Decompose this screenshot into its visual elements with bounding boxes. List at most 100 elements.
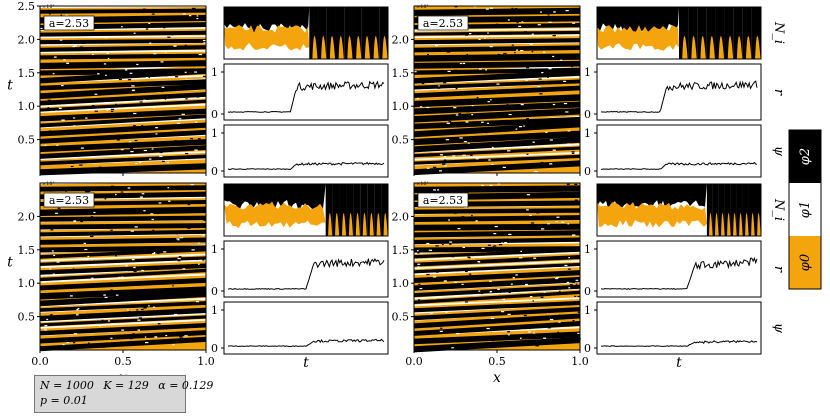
heatmap-noise xyxy=(515,274,518,276)
heatmap-noise xyxy=(151,148,154,150)
heatmap-noise xyxy=(175,233,178,235)
heatmap-noise xyxy=(110,185,115,187)
density-osc-black xyxy=(344,7,354,59)
heatmap-noise xyxy=(163,251,167,253)
heatmap-band-phi1 xyxy=(40,103,206,113)
heatmap-band-phi2 xyxy=(40,129,206,144)
heatmap-noise xyxy=(134,233,136,235)
heatmap-noise xyxy=(69,295,73,297)
heatmap-band-phi2 xyxy=(40,139,206,153)
heatmap-noise xyxy=(486,327,490,330)
heatmap-noise xyxy=(115,255,117,257)
heatmap-band-phi2 xyxy=(40,114,206,128)
density-osc-orange xyxy=(745,36,752,59)
heatmap-noise xyxy=(555,277,559,280)
heatmap-noise xyxy=(52,273,56,275)
heatmap-noise xyxy=(447,70,451,72)
density-osc-orange xyxy=(321,36,327,59)
heatmap-band-phi2 xyxy=(40,277,206,291)
heatmap-noise xyxy=(40,27,43,29)
heatmap-noise xyxy=(513,19,517,21)
heatmap-noise xyxy=(467,142,470,144)
heatmap-noise xyxy=(56,56,61,58)
heatmap-band-phi2 xyxy=(40,185,206,192)
heatmap-noise xyxy=(60,14,63,16)
heatmap-noise xyxy=(178,311,182,313)
heatmap-noise xyxy=(97,73,100,75)
heatmap-noise xyxy=(50,110,54,113)
heatmap-noise xyxy=(488,159,491,161)
heatmap-noise xyxy=(103,63,107,65)
heatmap-noise xyxy=(159,151,163,154)
heatmap-noise xyxy=(466,111,470,113)
heatmap-noise xyxy=(481,184,484,187)
heatmap-noise xyxy=(525,187,528,189)
heatmap-noise xyxy=(549,139,553,141)
side-t-axis-label: t xyxy=(303,355,309,371)
density-osc-orange xyxy=(733,213,737,236)
param-k: K = 129 xyxy=(103,379,149,392)
heatmap-noise xyxy=(148,158,152,160)
heatmap-band-phi2 xyxy=(40,53,206,60)
heatmap-noise xyxy=(447,100,451,102)
heatmap-noise xyxy=(133,266,136,269)
heatmap-noise xyxy=(577,331,580,333)
y-tick-label: 2.0 xyxy=(18,33,36,46)
heatmap-noise xyxy=(196,96,200,98)
heatmap-noise xyxy=(444,165,447,167)
density-label: N_i xyxy=(771,21,786,44)
r-frame-bottom-right xyxy=(596,240,762,298)
heatmap-noise xyxy=(485,337,487,339)
heatmap-noise xyxy=(568,287,571,289)
heatmap-noise xyxy=(143,314,147,316)
heatmap-noise xyxy=(115,194,117,196)
heatmap-noise xyxy=(475,158,479,160)
density-frame-bottom-left xyxy=(223,183,389,237)
heatmap-noise xyxy=(167,187,170,189)
heatmap-noise xyxy=(491,163,494,166)
heatmap-noise xyxy=(42,142,46,144)
heatmap-noise xyxy=(123,273,126,276)
density-osc-black xyxy=(360,184,368,236)
heatmap-noise xyxy=(118,276,121,279)
heatmap-noise xyxy=(110,110,114,112)
psi-frame-bottom-left xyxy=(223,301,389,355)
heatmap-noise xyxy=(459,137,463,139)
heatmap-noise xyxy=(139,101,143,103)
heatmap-noise xyxy=(435,245,439,247)
heatmap-noise xyxy=(577,295,580,298)
heatmap-noise xyxy=(507,19,510,21)
heatmap-noise xyxy=(529,214,532,217)
heatmap-noise xyxy=(560,59,563,61)
heatmap-band-phi2 xyxy=(40,256,206,266)
heatmap-band-phi2 xyxy=(40,154,206,166)
heatmap-noise xyxy=(90,286,94,288)
heatmap-noise xyxy=(549,318,554,321)
heatmap-noise xyxy=(167,132,170,134)
heatmap-noise xyxy=(419,106,423,108)
heatmap-noise xyxy=(466,83,470,85)
heatmap-noise xyxy=(539,93,543,95)
heatmap-noise xyxy=(143,31,147,34)
heatmap-noise xyxy=(115,55,118,57)
heatmap-noise xyxy=(85,117,88,119)
density-osc-orange xyxy=(362,213,367,236)
heatmap-noise xyxy=(52,73,55,75)
x-tick-label: 1.0 xyxy=(197,355,215,368)
heatmap-noise xyxy=(476,96,479,99)
heatmap-noise xyxy=(129,72,133,74)
heatmap-noise xyxy=(155,133,158,135)
density-osc-black xyxy=(736,184,743,236)
annotation-text-bottom-left: a=2.53 xyxy=(49,194,89,207)
heatmap-noise xyxy=(183,25,187,27)
heatmap-noise xyxy=(179,237,184,239)
heatmap-noise xyxy=(158,96,161,98)
heatmap-noise xyxy=(478,261,481,263)
heatmap-noise xyxy=(567,130,571,132)
heatmap-noise xyxy=(188,81,192,83)
heatmap-noise xyxy=(151,13,155,15)
heatmap-noise xyxy=(121,26,123,28)
heatmap-noise xyxy=(540,140,543,142)
heatmap-noise xyxy=(468,273,472,275)
heatmap-noise xyxy=(202,259,205,261)
